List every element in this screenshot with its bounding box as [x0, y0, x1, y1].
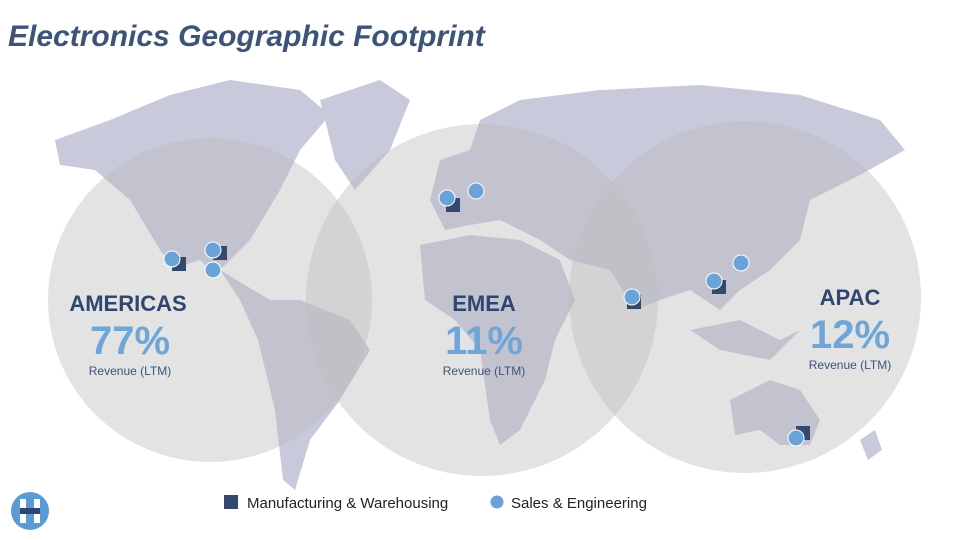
region-name: APAC [820, 285, 881, 310]
region-share: 11% [445, 319, 523, 363]
region-zones [48, 121, 921, 476]
sales-marker [204, 241, 222, 259]
sales-marker [163, 250, 181, 268]
sales-marker [623, 288, 641, 306]
region-caption: Revenue (LTM) [443, 364, 525, 378]
sales-marker [787, 429, 805, 447]
world-map [55, 80, 905, 490]
region-share: 12% [810, 313, 890, 357]
region-name: AMERICAS [69, 291, 186, 316]
legend-swatch [489, 494, 505, 510]
legend-swatch [224, 495, 238, 509]
slide-title: Electronics Geographic Footprint [8, 20, 487, 53]
legend-label: Manufacturing & Warehousing [247, 495, 448, 512]
emea-zone [306, 124, 658, 476]
region-name: EMEA [452, 291, 516, 316]
region-labels: AMERICAS 77% Revenue (LTM) EMEA 11% Reve… [69, 285, 891, 378]
sales-marker [467, 182, 485, 200]
americas-zone [48, 138, 372, 462]
logo-bar [20, 508, 40, 514]
region-caption: Revenue (LTM) [809, 358, 891, 372]
sales-marker [705, 272, 723, 290]
sales-marker [204, 261, 222, 279]
sales-marker [438, 189, 456, 207]
sales-marker [732, 254, 750, 272]
region-caption: Revenue (LTM) [89, 364, 171, 378]
logo [11, 492, 49, 530]
legend-label: Sales & Engineering [511, 495, 647, 512]
legend: Manufacturing & Warehousing Sales & Engi… [224, 494, 647, 512]
apac-zone [569, 121, 921, 473]
region-share: 77% [90, 319, 170, 363]
site-markers [163, 182, 810, 447]
